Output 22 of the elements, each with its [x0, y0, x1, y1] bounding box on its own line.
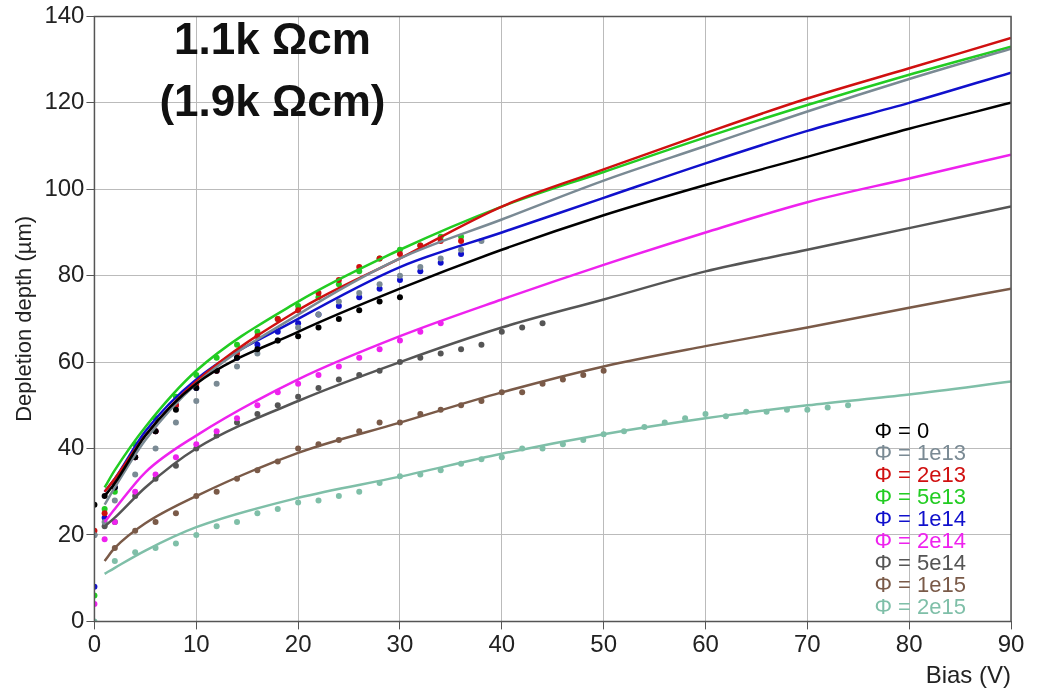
x-axis-title: Bias (V)	[925, 661, 1011, 689]
x-tick-label: 60	[692, 630, 719, 658]
y-tick-label: 120	[44, 87, 85, 115]
x-tick-label: 10	[182, 630, 210, 658]
x-tick-label: 70	[793, 630, 821, 658]
y-tick-label: 140	[44, 1, 85, 29]
x-tick-label: 90	[997, 630, 1025, 658]
x-tick-label: 0	[87, 630, 102, 658]
y-tick-label: 20	[57, 519, 85, 547]
x-tick-label: 30	[386, 630, 414, 658]
x-tick-label: 40	[488, 630, 516, 658]
x-tick-label: 50	[590, 630, 617, 658]
annotation: (1.9k Ωcm)	[159, 75, 386, 125]
y-tick-label: 100	[44, 173, 85, 201]
annotation: 1.1k Ωcm	[174, 13, 371, 63]
y-tick-label: 80	[57, 260, 85, 288]
y-tick-label: 0	[71, 606, 85, 634]
x-tick-label: 80	[895, 630, 923, 658]
y-axis-title: Depletion depth (µm)	[11, 215, 37, 422]
y-tick-label: 60	[57, 346, 85, 374]
y-tick-label: 40	[57, 433, 85, 461]
x-tick-label: 20	[284, 630, 312, 658]
